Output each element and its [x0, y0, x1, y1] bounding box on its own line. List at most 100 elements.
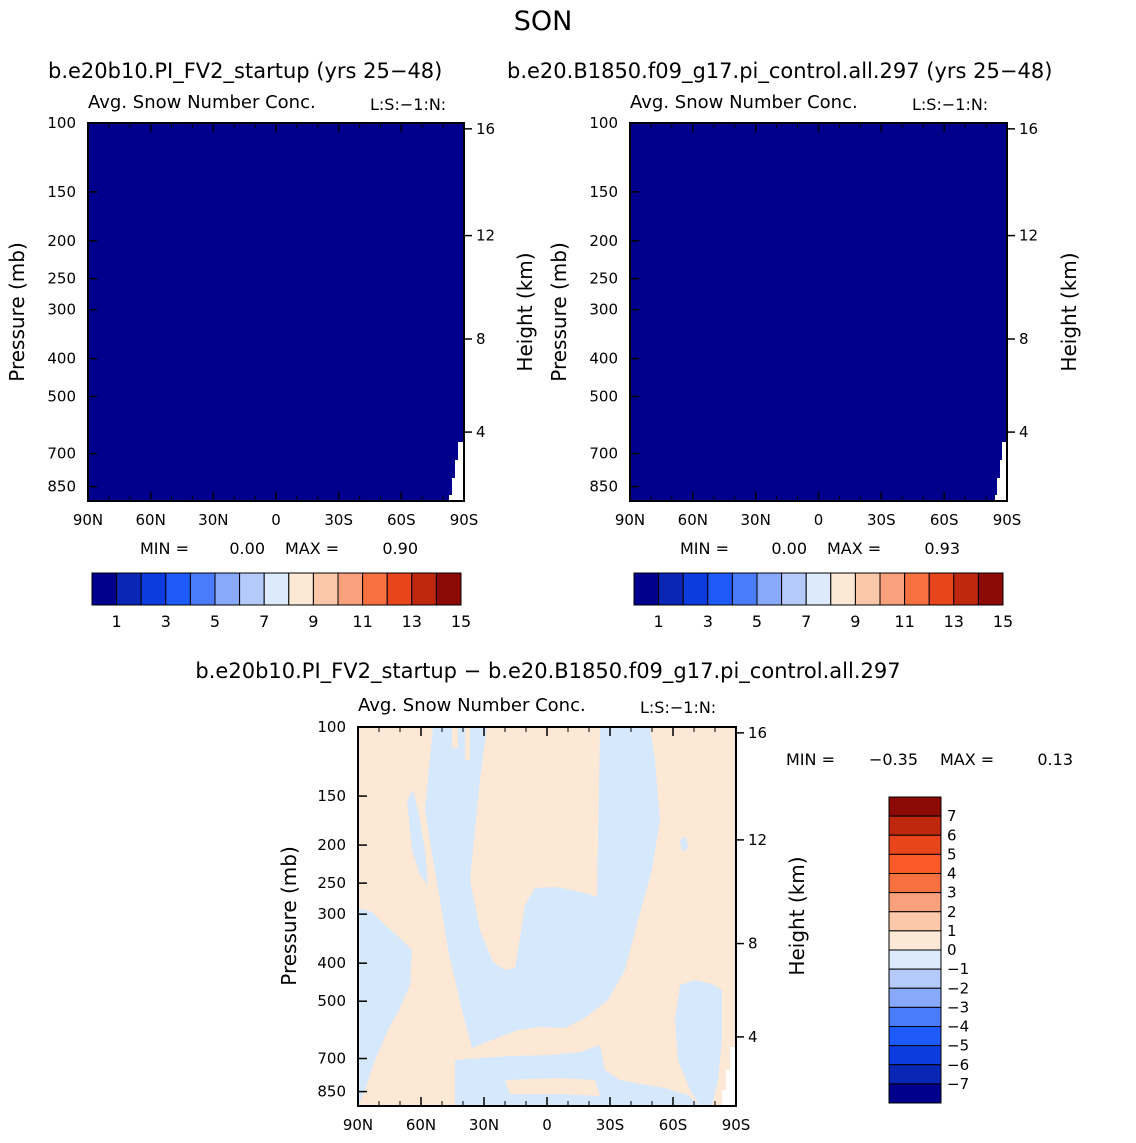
left-x-axis: 90N 60N 30N 0 30S 60S 90S: [73, 123, 478, 529]
right-htick-label-12: 12: [1019, 227, 1038, 245]
diff-cbar-box-0: [888, 796, 942, 817]
right-htick-label-16: 16: [1019, 120, 1038, 138]
diff-ylabel-right: Height (km): [785, 856, 809, 975]
right-ytick-label-150: 150: [589, 183, 618, 201]
left-plot-title-right: L:S:−1:N:: [370, 95, 446, 114]
diff-cbar-box-13: [888, 1045, 942, 1066]
left-cbar-box-4: [189, 572, 216, 606]
left-cbar-box-2: [140, 572, 167, 606]
right-htick-label-4: 4: [1019, 423, 1029, 441]
diff-region-neg-center: [425, 727, 660, 1048]
page-title: SON: [514, 6, 573, 37]
right-cbar-label-3: 7: [801, 612, 811, 631]
right-xtick-label-4: 30S: [867, 511, 896, 529]
right-cbar-label-2: 5: [752, 612, 762, 631]
right-cbar-box-12: [928, 572, 955, 606]
diff-cbar-box-9: [888, 968, 942, 989]
left-cbar-label-1: 3: [161, 612, 171, 631]
left-ytick-label-250: 250: [47, 270, 76, 288]
right-panel: Avg. Snow Number Conc. L:S:−1:N: 1001502…: [547, 92, 1081, 631]
diff-cbar-box-15: [888, 1083, 942, 1104]
left-cbar-box-12: [386, 572, 413, 606]
diff-min-label: MIN =: [786, 750, 835, 769]
diff-ylabel: Pressure (mb): [277, 846, 301, 986]
diff-ytick-label-100: 100: [317, 718, 346, 736]
diff-cbar-box-5: [888, 892, 942, 913]
diff-cbar-box-14: [888, 1064, 942, 1085]
left-cbar-box-8: [288, 572, 314, 606]
left-ytick-label-400: 400: [47, 350, 76, 368]
left-htick-label-4: 4: [476, 423, 486, 441]
left-max-label: MAX =: [285, 539, 339, 558]
right-xtick-label-1: 60N: [678, 511, 708, 529]
left-cbar-box-0: [91, 572, 118, 606]
left-cbar-box-3: [165, 572, 191, 606]
diff-xtick-label-3: 0: [542, 1116, 552, 1134]
diff-htick-label-12: 12: [748, 831, 767, 849]
diff-x-axis: 90N 60N 30N 0 30S 60S 90S: [343, 727, 750, 1134]
diff-cbar-box-10: [888, 987, 942, 1008]
left-cbar-box-9: [312, 572, 339, 606]
right-cbar-box-8: [830, 572, 856, 606]
diff-xtick-label-4: 30S: [596, 1116, 625, 1134]
left-xtick-label-6: 90S: [450, 511, 479, 529]
right-ytick-label-700: 700: [589, 445, 618, 463]
left-htick-label-16: 16: [476, 120, 495, 138]
diff-panel: Avg. Snow Number Conc. L:S:−1:N: 1001502…: [277, 695, 1073, 1134]
left-panel: Avg. Snow Number Conc. L:S:−1:N: 1001502…: [5, 92, 537, 631]
diff-min-value: −0.35: [869, 750, 918, 769]
left-cbar-box-6: [239, 572, 265, 606]
left-plot-title: Avg. Snow Number Conc.: [88, 92, 316, 113]
diff-ytick-label-500: 500: [317, 992, 346, 1010]
diff-htick-label-16: 16: [748, 724, 767, 742]
left-xtick-label-5: 60S: [387, 511, 416, 529]
left-max-value: 0.90: [382, 539, 418, 558]
diff-cbar-box-8: [888, 949, 942, 970]
right-min-label: MIN =: [680, 539, 729, 558]
left-cbar-label-4: 9: [308, 612, 318, 631]
diff-cbar-label-13: −6: [947, 1056, 969, 1074]
diff-max-value: 0.13: [1037, 750, 1073, 769]
diff-ytick-label-150: 150: [317, 787, 346, 805]
diff-cbar-box-1: [888, 815, 942, 836]
diff-cbar-label-11: −4: [947, 1018, 969, 1036]
left-cbar-label-2: 5: [210, 612, 220, 631]
diff-cbar-box-4: [888, 873, 942, 894]
diff-y-axis: 100 150 200 250 300 400 500 700 850: [317, 718, 367, 1101]
left-ylabel: Pressure (mb): [5, 242, 29, 382]
left-cbar-box-1: [116, 572, 142, 606]
left-xtick-label-2: 30N: [198, 511, 228, 529]
diff-cbar-label-8: −1: [947, 960, 969, 978]
left-cbar-label-3: 7: [259, 612, 269, 631]
left-ylabel-right: Height (km): [513, 252, 537, 371]
header-diff: b.e20b10.PI_FV2_startup − b.e20.B1850.f0…: [195, 659, 900, 684]
right-colorbar: 1 3 5 7 9 11 13 15: [633, 572, 1013, 631]
left-ytick-label-300: 300: [47, 301, 76, 319]
right-cbar-box-11: [904, 572, 930, 606]
diff-cbar-box-11: [888, 1006, 942, 1027]
diff-cbar-label-10: −3: [947, 998, 969, 1016]
diff-cbar-label-5: 2: [947, 903, 957, 921]
left-min-value: 0.00: [229, 539, 265, 558]
right-cbar-label-6: 13: [944, 612, 964, 631]
left-cbar-label-6: 13: [402, 612, 422, 631]
right-field: [630, 123, 1007, 501]
right-cbar-label-5: 11: [894, 612, 914, 631]
left-xtick-label-0: 90N: [73, 511, 103, 529]
diff-cbar-label-7: 0: [947, 941, 957, 959]
right-ytick-label-400: 400: [589, 350, 618, 368]
diff-htick-label-8: 8: [748, 935, 758, 953]
diff-xtick-label-6: 90S: [722, 1116, 751, 1134]
left-xtick-label-4: 30S: [324, 511, 353, 529]
left-field: [88, 123, 464, 501]
left-ytick-label-700: 700: [47, 445, 76, 463]
left-htick-label-8: 8: [476, 330, 486, 348]
right-cbar-box-6: [781, 572, 807, 606]
left-cbar-box-10: [337, 572, 364, 606]
diff-max-label: MAX =: [940, 750, 994, 769]
right-cbar-box-9: [854, 572, 881, 606]
right-cbar-box-4: [731, 572, 758, 606]
right-missing-region: [995, 442, 1007, 501]
left-cbar-box-5: [214, 572, 241, 606]
